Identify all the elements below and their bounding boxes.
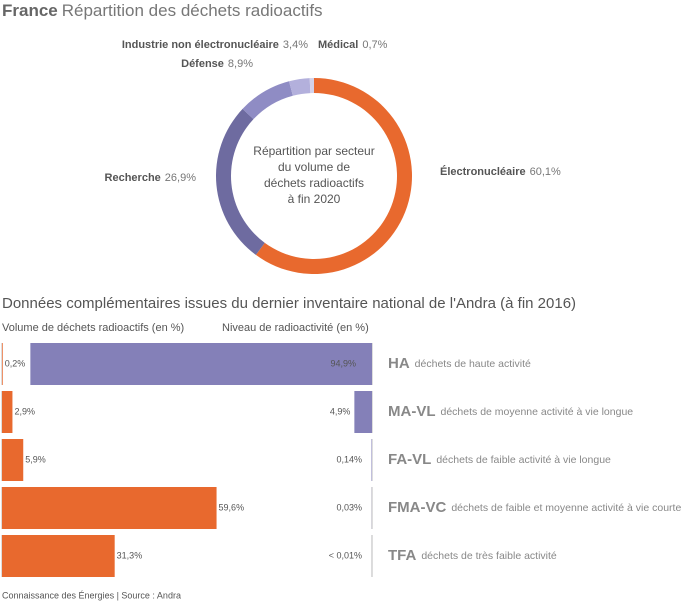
slice-label: Médical 0,7% [318,39,388,51]
value-label: < 0,01% [329,550,362,560]
footer: Connaissance des Énergies | Source : And… [2,590,181,600]
legend-label: Volume de déchets radioactifs (en %) [2,322,184,334]
donut-slice [242,81,293,120]
value-label: 2,9% [14,406,35,416]
title: Répartition des déchets radioactifs [62,1,323,20]
section-title: Données complémentaires issues du dernie… [2,295,576,312]
category-label: MA-VL déchets de moyenne activité à vie l… [388,403,633,420]
legend-label: Niveau de radioactivité (en %) [222,322,369,334]
center-text: à fin 2020 [288,192,341,206]
slice-label: Industrie non électronucléaire 3,4% [122,39,308,51]
slice-name: Médical [318,39,358,51]
center-text: du volume de [278,160,350,174]
bar [30,343,373,385]
category-label: FA-VL déchets de faible activité à vie lo… [388,451,611,468]
center-text: déchets radioactifs [264,176,364,190]
bar [2,343,3,385]
center-text: Répartition par secteur [253,144,374,158]
slice-name: Industrie non électronucléaire [122,39,279,51]
slice-value: 8,9% [228,58,253,70]
donut-slice [289,78,311,96]
category-code: HA [388,355,410,372]
value-label: 0,2% [5,358,26,368]
slice-label: Défense 8,9% [181,58,253,70]
value-label: 0,03% [336,502,362,512]
bar [2,439,24,481]
value-label: 0,14% [336,454,362,464]
value-label: 94,9% [330,358,356,368]
category-description: déchets de très faible activité [421,550,557,562]
value-label: 31,3% [117,550,143,560]
donut-slice [255,78,413,275]
title-bold: France [2,1,58,20]
category-description: déchets de moyenne activité à vie longue [441,406,634,418]
bar [354,391,372,433]
chart-title: France Répartition des déchets radioactif… [2,1,323,20]
bar [2,535,115,577]
category-code: TFA [388,547,416,564]
bar [371,439,372,481]
donut-slice [215,108,265,255]
slice-value: 3,4% [283,39,308,51]
slice-name: Défense [181,58,224,70]
category-label: HA déchets de haute activité [388,355,531,372]
category-description: déchets de faible et moyenne activité à … [451,502,681,514]
category-code: FMA-VC [388,499,446,516]
slice-value: 60,1% [530,166,561,178]
value-label: 5,9% [25,454,46,464]
slice-value: 0,7% [362,39,387,51]
bar [2,487,217,529]
value-label: 59,6% [219,502,245,512]
donut-slice [309,78,314,94]
category-label: TFA déchets de très faible activité [388,547,557,564]
slice-name: Électronucléaire [440,165,526,178]
category-description: déchets de haute activité [415,358,531,370]
category-code: FA-VL [388,451,431,468]
category-description: déchets de faible activité à vie longue [436,454,611,466]
slice-value: 26,9% [165,172,196,184]
slice-label: Électronucléaire 60,1% [440,165,561,178]
category-code: MA-VL [388,403,436,420]
slice-name: Recherche [105,172,161,184]
value-label: 4,9% [330,406,351,416]
slice-label: Recherche 26,9% [105,172,197,184]
bar [2,391,13,433]
category-label: FMA-VC déchets de faible et moyenne activ… [388,499,681,516]
